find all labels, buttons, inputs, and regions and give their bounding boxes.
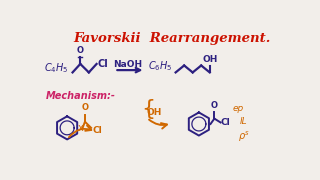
Text: O: O: [211, 101, 218, 110]
Text: IL: IL: [240, 117, 248, 126]
Text: $C_4H_5$: $C_4H_5$: [44, 61, 68, 75]
Text: {: {: [141, 99, 155, 119]
Text: Cl: Cl: [93, 126, 102, 135]
Text: O: O: [77, 46, 84, 55]
Text: Favorskii  Rearrangement.: Favorskii Rearrangement.: [73, 32, 270, 45]
Text: OH: OH: [202, 55, 217, 64]
Text: $C_6H_5$: $C_6H_5$: [148, 59, 172, 73]
Text: O: O: [82, 103, 88, 112]
Text: Cl: Cl: [220, 118, 230, 127]
Text: Mechanism:-: Mechanism:-: [45, 91, 115, 101]
Text: x: x: [78, 123, 84, 133]
Text: NaOH: NaOH: [113, 60, 142, 69]
Text: $\rho^s$: $\rho^s$: [238, 130, 250, 144]
Text: Cl: Cl: [97, 59, 108, 69]
Text: ep: ep: [232, 104, 244, 113]
Text: OH: OH: [146, 108, 162, 117]
